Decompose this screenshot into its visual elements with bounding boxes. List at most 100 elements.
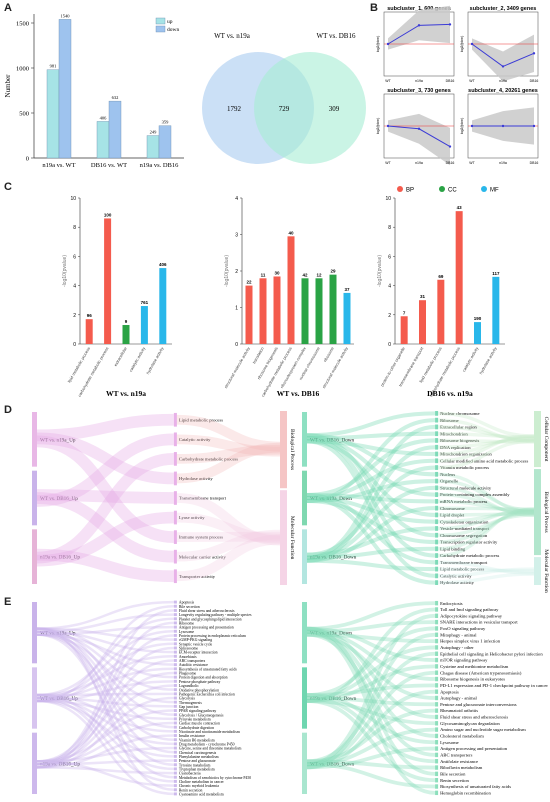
sankey-term-label: cGMP-PKG signaling (179, 638, 212, 642)
sankey-term-node (435, 505, 439, 511)
sankey-flow-term-category (438, 436, 535, 456)
sankey-term-node (435, 619, 439, 625)
sankey-flow-term-category (438, 411, 535, 438)
bar-value-label: 249 (150, 130, 158, 135)
sankey-term-label: Hydrolase activity (440, 580, 475, 585)
sankey-flow-source-term (306, 645, 436, 700)
sankey-flow-source-term (36, 633, 174, 741)
y-axis-label: log2(fpkm) (376, 118, 380, 135)
sankey-flow-source-term (36, 693, 174, 733)
sankey-source-label: n19a vs. DB16_Up (40, 761, 80, 767)
legend-label: MF (490, 188, 499, 194)
sankey-term-label: Cytoskeleton organization (440, 519, 489, 524)
sankey-term-label: Catalytic activity (179, 437, 211, 442)
go-bar-bp (400, 316, 408, 344)
sankey-flow-term-category (438, 479, 535, 512)
go-bar-bp (419, 300, 426, 344)
sankey-term-label: Endocytosis (440, 601, 463, 606)
sankey-source-label: WT vs. n19a_Up (40, 437, 76, 443)
sankey-term-label: Choline metabolism in cancer (179, 780, 225, 784)
bar-up (146, 135, 160, 159)
sankey-term-label: Transmembrane transport (179, 496, 227, 501)
y-tick-label: 500 (19, 111, 29, 118)
sankey-term-node (173, 754, 177, 758)
sankey-source-node (32, 529, 37, 584)
sankey-flow-source-term (306, 632, 436, 757)
y-tick-label: 0 (26, 156, 29, 163)
bar-count-label: 100 (104, 212, 112, 217)
go-bar-mf (140, 306, 148, 344)
sankey-term-node (435, 727, 439, 732)
sankey-term-label: Toll and Imd signaling pathway (440, 607, 499, 612)
sankey-term-label: Hemoglobin recombination (440, 790, 491, 795)
sankey-term-node (173, 654, 177, 658)
y-tick-label: 3 (235, 233, 238, 239)
sankey-source-label: WT vs. n19a_Down (310, 631, 352, 637)
sankey-term-node (435, 638, 439, 644)
sankey-term-node (173, 659, 177, 662)
sankey-term-label: Glycolysis / Gluconeogenesis (179, 713, 224, 717)
panel-letter-c: C (4, 181, 12, 193)
sankey-category-node (534, 557, 541, 585)
sankey-term-label: Amino sugar and nucleotide sugar metabol… (440, 727, 526, 732)
sankey-term-label: Nicotinate and nicotinamide metabolism (179, 730, 240, 734)
mean-point (386, 124, 390, 128)
sankey-flow-source-term (306, 439, 436, 517)
subplot-title: DB16 vs. n19a (427, 389, 473, 398)
sankey-flow-source-term (36, 721, 174, 766)
sankey-flow-source-term (36, 659, 174, 769)
mean-point (448, 145, 452, 148)
sankey-flow-source-term (36, 630, 174, 691)
bar-count-label: 9 (125, 319, 128, 324)
sankey-term-node (435, 417, 439, 423)
y-tick-label: 0 (235, 342, 238, 348)
legend-label: CC (448, 188, 457, 194)
sankey-term-label: Drug metabolism - cytochrome P450 (179, 742, 235, 746)
x-tick-label: hydrolase activity (478, 346, 498, 375)
sankey-term-node (435, 645, 439, 650)
sankey-source-node (302, 529, 307, 584)
sankey-term-node (435, 600, 439, 606)
x-tick-label: catalytic activity (128, 346, 146, 373)
sankey-flow-source-term (306, 558, 436, 572)
sankey-flow-source-term (36, 605, 174, 703)
mean-point (417, 24, 421, 27)
venn-set-label: WT vs. DB16 (317, 32, 356, 40)
sankey-term-node (435, 566, 439, 572)
sankey-term-label: SNARE interactions in vesicular transpor… (440, 620, 518, 625)
sankey-flow-source-term (306, 436, 436, 558)
sankey-term-label: Renin secretion (440, 778, 469, 783)
sankey-term-node (173, 738, 177, 742)
go-bar-cc (329, 274, 337, 344)
sankey-flow-source-term (306, 708, 436, 764)
go-bar-bp (273, 276, 281, 344)
legend-swatch (397, 186, 403, 192)
sankey-term-label: Fluid shear stress and atherosclerosis (440, 715, 508, 720)
sankey-flow-term-category (438, 567, 535, 573)
sankey-term-label: Mitochondrion (440, 431, 468, 436)
x-tick-label: DB16 (530, 161, 539, 165)
x-tick-label: extracellular (113, 345, 128, 367)
go-bar-bp (287, 236, 295, 344)
sankey-term-node (173, 775, 177, 779)
sankey-term-node (435, 431, 439, 437)
sankey-term-node (173, 530, 177, 544)
sankey-term-node (435, 465, 439, 470)
sankey-term-node (173, 675, 177, 679)
sankey-term-label: Mitochondrion organization (440, 452, 492, 457)
sankey-flow-source-term (306, 693, 436, 745)
sankey-flow-source-term (306, 492, 436, 565)
sankey-term-label: Transporter activity (179, 574, 216, 579)
sankey-flow-source-term (306, 632, 436, 770)
sankey-flow-term-category (438, 434, 535, 463)
sankey-flow-source-term (306, 458, 436, 501)
sankey-term-node (435, 670, 439, 675)
go-bar-cc (122, 325, 130, 344)
x-tick-label: translation (251, 346, 265, 364)
x-tick-label: n19a (415, 79, 423, 83)
sankey-term-node (435, 613, 439, 619)
sankey-flow-source-term (306, 411, 436, 438)
sankey-term-node (173, 432, 177, 447)
sankey-term-node (435, 790, 439, 796)
legend-swatch (155, 17, 166, 25)
